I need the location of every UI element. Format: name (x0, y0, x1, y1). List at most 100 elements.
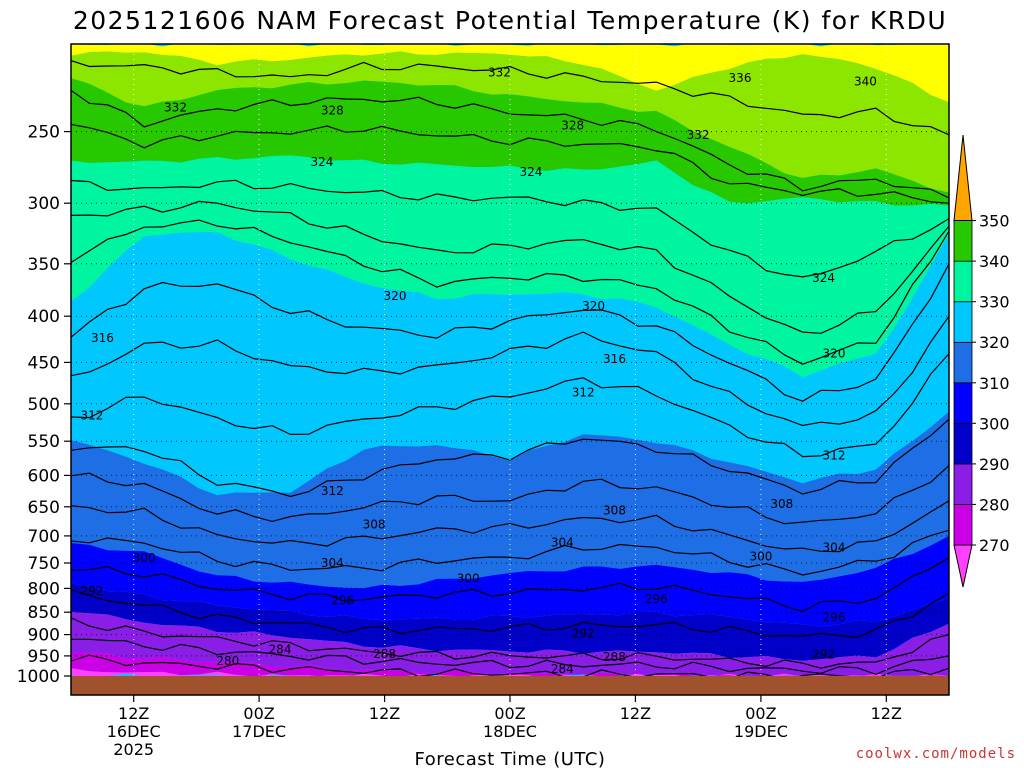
x-tick-label: 00Z (494, 704, 525, 723)
y-tick-label: 400 (28, 307, 60, 327)
y-axis: 250 300 350 400 450 500 550 600 650 700 750 800 850 9… (17, 123, 71, 687)
contour-label: 328 (561, 118, 584, 132)
y-tick-label: 850 (28, 603, 60, 623)
x-tick-label: 17DEC (232, 722, 286, 741)
contour-label: 304 (551, 536, 574, 550)
contour-label: 332 (164, 100, 187, 114)
x-tick-label: 12Z (369, 704, 400, 723)
y-tick-label: 1000 (17, 667, 60, 687)
isoline-13 (71, 557, 949, 613)
colorbar-segment (953, 382, 973, 424)
contour-label: 296 (331, 594, 354, 608)
y-tick-label: 900 (28, 626, 60, 646)
y-tick-label: 550 (28, 432, 60, 452)
y-tick-label: 450 (28, 353, 60, 373)
contour-label: 288 (373, 647, 396, 661)
contour-label: 300 (133, 551, 156, 565)
isoline-16 (71, 638, 949, 676)
colorbar-segment (953, 301, 973, 343)
isoline-4 (71, 200, 949, 334)
plot-area: 332 332 336 340 328 328 332 324 324 324 320 320 320 3… (71, 44, 949, 695)
contour-label: 328 (321, 104, 344, 118)
isoline-12 (71, 529, 949, 576)
contour-label: 312 (572, 386, 595, 400)
y-tick-label: 300 (28, 194, 60, 214)
contour-label: 292 (80, 584, 103, 598)
colorbar-label: 280 (979, 495, 1010, 514)
colorbar-label: 340 (979, 252, 1010, 271)
contour-lines (71, 60, 949, 681)
contour-label: 340 (854, 74, 877, 88)
band-0 (71, 44, 949, 103)
colorbar-segment (953, 220, 973, 262)
contour-label: 284 (269, 643, 292, 657)
contour-labels: 332 332 336 340 328 328 332 324 324 324 320 320 320 3… (80, 65, 876, 676)
contour-label: 324 (812, 271, 835, 285)
contour-label: 324 (519, 165, 542, 179)
band-7 (71, 583, 949, 661)
y-tick-label: 650 (28, 498, 60, 518)
grid-lines (71, 44, 949, 676)
credit-text: coolwx.com/models (856, 746, 1016, 762)
contour-label: 308 (603, 503, 626, 517)
y-tick-label: 700 (28, 527, 60, 547)
contour-label: 332 (687, 128, 710, 142)
contour-label: 336 (729, 71, 752, 85)
x-axis-label: Forecast Time (UTC) (415, 749, 606, 768)
band-2 (71, 78, 949, 206)
x-tick-label: 2025 (113, 740, 154, 759)
colorbar-label: 300 (979, 414, 1010, 433)
contour-label: 304 (321, 556, 344, 570)
x-tick-label: 18DEC (483, 722, 537, 741)
contour-label: 312 (823, 448, 846, 462)
colorbar: 270 280 290 300 310 320 330 340 350 (953, 134, 1010, 588)
ground-band (71, 676, 949, 695)
contour-label: 316 (603, 352, 626, 366)
x-tick-label: 19DEC (734, 722, 788, 741)
contour-label: 308 (770, 497, 793, 511)
contour-label: 312 (80, 408, 103, 422)
isoline-5 (71, 219, 949, 365)
y-tick-label: 500 (28, 395, 60, 415)
x-tick-label: 00Z (243, 704, 274, 723)
contour-label: 312 (321, 484, 344, 498)
colorbar-label: 290 (979, 455, 1010, 474)
colorbar-segment (953, 422, 973, 465)
y-tick-label: 800 (28, 579, 60, 599)
isoline-6 (71, 263, 949, 402)
colorbar-label: 350 (979, 212, 1010, 231)
x-tick-label: 12Z (620, 704, 651, 723)
contour-label: 320 (582, 299, 605, 313)
band-9 (71, 652, 949, 679)
band-3 (71, 155, 949, 378)
colorbar-label: 320 (979, 333, 1010, 352)
contour-label: 320 (823, 347, 846, 361)
y-tick-label: 750 (28, 554, 60, 574)
band-4 (71, 232, 949, 496)
isoline-8 (71, 353, 949, 458)
band-1 (71, 51, 949, 193)
contour-label: 296 (645, 592, 668, 606)
colorbar-label: 330 (979, 293, 1010, 312)
y-tick-label: 950 (28, 647, 60, 667)
contour-label: 280 (216, 654, 239, 668)
isoline-0 (71, 60, 949, 136)
contour-label: 300 (457, 571, 480, 585)
contour-label: 320 (384, 289, 407, 303)
contour-label: 332 (488, 65, 511, 79)
contour-label: 284 (551, 662, 574, 676)
colorbar-max-arrow (953, 134, 973, 222)
y-tick-label: 250 (28, 123, 60, 143)
contour-label: 308 (363, 518, 386, 532)
colorbar-segment (953, 341, 973, 384)
isoline-14 (71, 589, 949, 639)
x-tick-label: 12Z (118, 704, 149, 723)
colorbar-label: 270 (979, 536, 1010, 555)
contour-label: 304 (823, 541, 846, 555)
y-tick-label: 350 (28, 255, 60, 275)
x-tick-label: 00Z (745, 704, 776, 723)
band-6 (71, 535, 949, 627)
color-bands (71, 44, 949, 679)
colorbar-segment (953, 463, 973, 505)
